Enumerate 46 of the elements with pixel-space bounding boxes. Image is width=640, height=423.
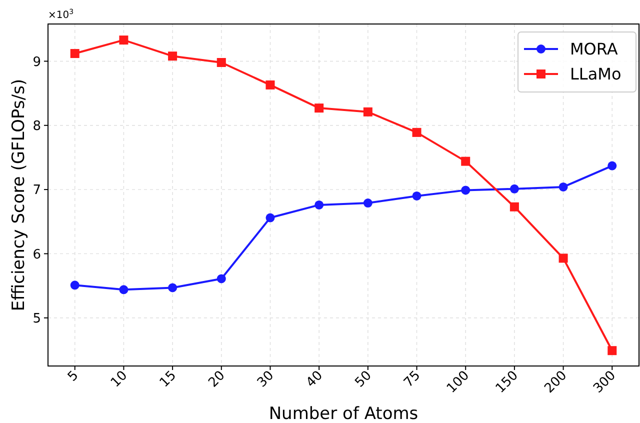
x-tick-label: 50	[352, 368, 375, 391]
x-tick-label: 10	[108, 368, 131, 391]
point	[70, 280, 80, 290]
legend-label: LLaMo	[570, 64, 622, 84]
point	[266, 80, 275, 90]
x-tick-label: 75	[401, 368, 424, 391]
point	[461, 156, 470, 166]
point	[363, 198, 372, 208]
point	[168, 52, 178, 61]
point	[558, 254, 568, 263]
legend-label: MORA	[570, 40, 618, 59]
point	[216, 274, 226, 284]
point	[461, 186, 470, 195]
y-tick-label: 9	[32, 54, 41, 70]
y-tick-label: 6	[32, 247, 41, 262]
point	[168, 283, 178, 292]
point	[266, 213, 275, 222]
point	[314, 104, 324, 113]
x-tick-label: 200	[542, 368, 570, 396]
y-tick-label: 5	[32, 311, 41, 326]
y-axis-title: Efficiency Score (GFLOPs/s)	[9, 78, 29, 312]
x-tick-label: 20	[206, 368, 228, 391]
x-tick-label: 30	[254, 368, 278, 391]
point	[412, 191, 422, 200]
point	[510, 202, 519, 212]
x-axis-title: Number of Atoms	[268, 404, 418, 423]
point	[363, 107, 372, 116]
point	[216, 58, 226, 67]
x-tick-label: 150	[493, 368, 522, 396]
point	[70, 49, 80, 58]
x-tick-label: 100	[444, 368, 472, 396]
point	[119, 36, 128, 45]
point	[510, 184, 519, 194]
x-tick-label: 5	[65, 368, 82, 385]
y-tick-label: 8	[32, 118, 41, 134]
y-tick-label: 7	[32, 183, 41, 198]
point	[412, 128, 422, 137]
x-tick-label: 15	[157, 368, 180, 391]
point	[608, 346, 617, 356]
point	[608, 161, 617, 170]
point	[119, 285, 128, 294]
text: ×10$^{3}$	[48, 8, 74, 21]
x-tick-label: 300	[590, 368, 619, 396]
x-tick-label: 40	[304, 368, 326, 391]
point	[558, 182, 568, 192]
point	[314, 200, 324, 210]
